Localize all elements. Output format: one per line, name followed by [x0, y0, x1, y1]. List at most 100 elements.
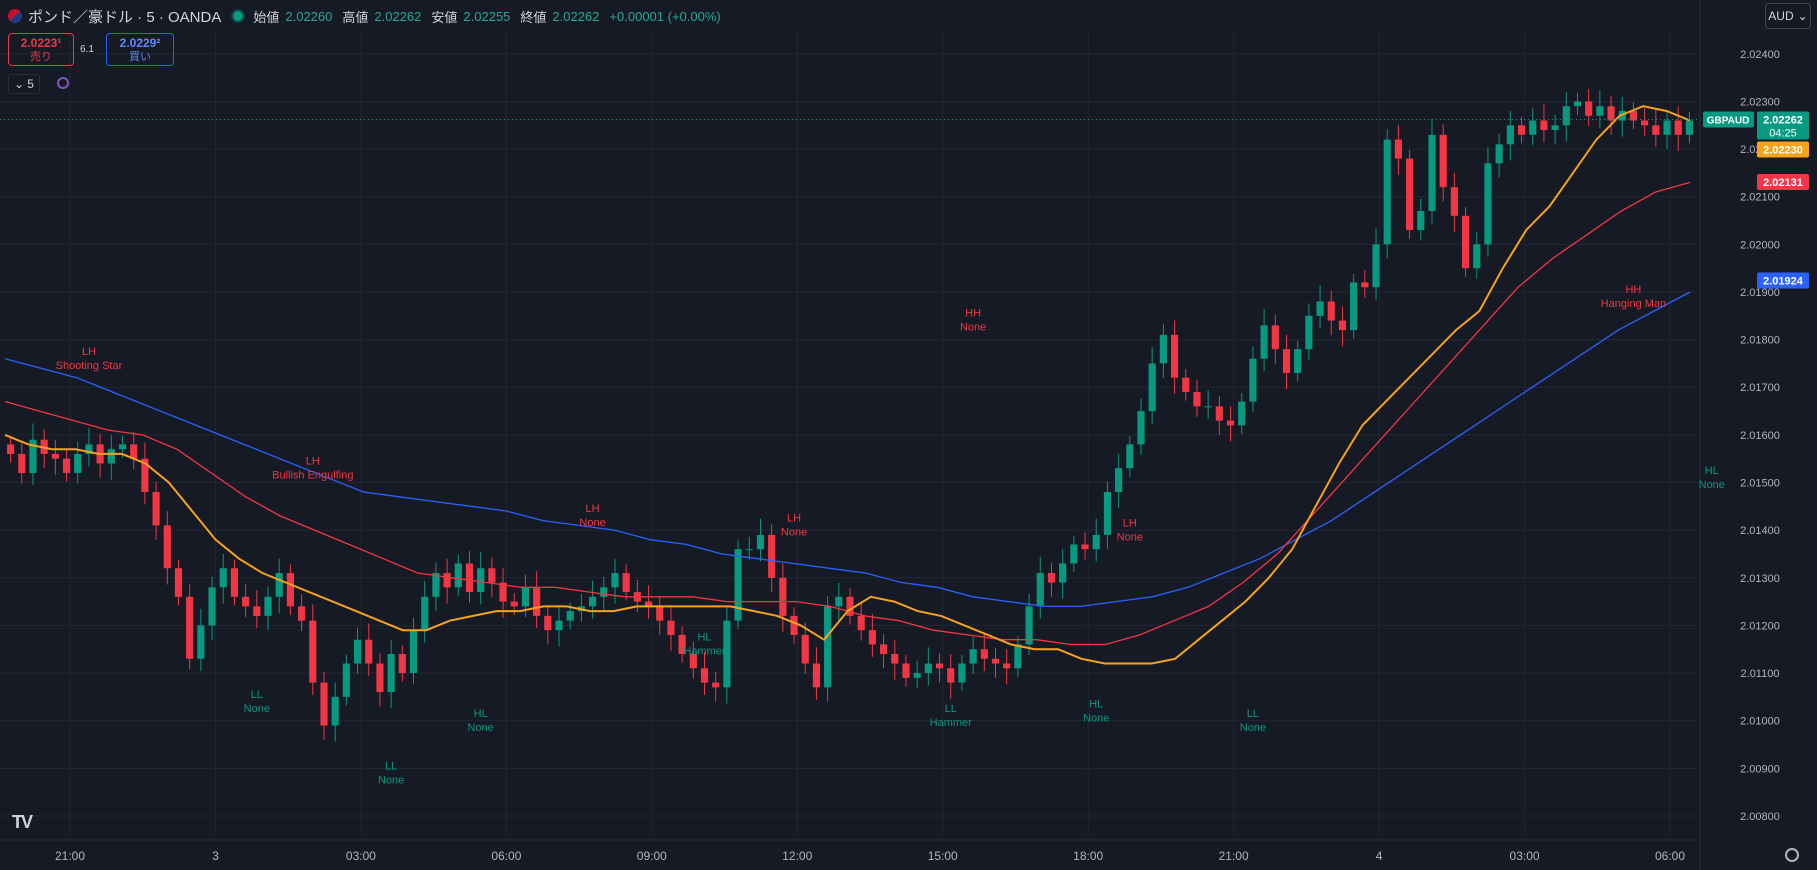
candle-body: [1551, 125, 1559, 131]
candle-body: [700, 668, 709, 683]
x-tick-label: 15:00: [928, 849, 958, 863]
currency-select[interactable]: AUD ⌄: [1765, 3, 1811, 29]
sell-button[interactable]: 2.0223¹ 売り: [8, 33, 74, 66]
candle-body: [891, 653, 899, 664]
candle-body: [275, 573, 283, 597]
pivot-label-pattern: Hanging Man: [1601, 298, 1666, 310]
candle-body: [331, 696, 339, 726]
pivot-label-pattern: None: [468, 722, 494, 734]
price-tag-box: [1757, 272, 1809, 289]
candle-body: [1674, 120, 1682, 135]
candle-body: [935, 663, 944, 669]
interval-toggle[interactable]: ⌄ 5: [8, 74, 40, 94]
candle-body: [1652, 125, 1660, 135]
candle-body: [790, 615, 798, 635]
ema-slow-line: [4, 291, 1691, 608]
candle-body: [186, 596, 194, 659]
candle-body: [1238, 401, 1246, 426]
candle-body: [1473, 244, 1481, 269]
tradingview-logo[interactable]: TV: [12, 812, 33, 832]
candle-body: [1585, 101, 1593, 116]
candle-body: [320, 682, 328, 726]
candle-body: [141, 458, 149, 493]
chevron-down-icon: ⌄: [14, 77, 25, 91]
candle-body: [1148, 363, 1156, 412]
candle-body: [342, 663, 350, 697]
candle-body: [857, 615, 865, 631]
candle-body: [689, 653, 697, 669]
symbol-title[interactable]: ポンド／豪ドル · 5 · OANDA: [28, 8, 222, 26]
candle-body: [544, 615, 552, 631]
interval-value: 5: [27, 77, 34, 91]
y-tick-label: 2.01700: [1740, 382, 1780, 394]
pivot-label-pattern: None: [960, 322, 986, 334]
candle-body: [1573, 101, 1582, 107]
pivot-label-pattern: Bullish Engulfing: [272, 469, 353, 481]
ema-mid-line: [4, 181, 1691, 646]
candle-body: [264, 596, 272, 616]
candle-body: [1562, 106, 1570, 126]
candle-body: [1383, 139, 1391, 245]
candle-body: [589, 596, 597, 607]
candle-body: [454, 563, 462, 588]
candle-body: [130, 444, 138, 459]
candle-body: [980, 649, 988, 659]
candle-body: [1204, 406, 1212, 408]
pivot-label-type: LH: [1123, 517, 1137, 529]
candle-body: [768, 534, 776, 578]
candle-body: [298, 606, 306, 621]
candle-body: [779, 577, 787, 616]
candle-body: [18, 453, 26, 473]
y-tick-label: 2.01900: [1740, 287, 1780, 299]
market-status-icon[interactable]: [233, 11, 244, 21]
change-value: +0.00001 (+0.00%): [609, 8, 721, 24]
candle-body: [1629, 110, 1638, 121]
candle-body: [947, 668, 955, 683]
candle-body: [723, 620, 731, 688]
close-label: 終値: [520, 9, 547, 25]
candle-body: [230, 568, 239, 597]
y-tick-label: 2.01200: [1740, 620, 1780, 632]
candle-body: [1506, 125, 1514, 145]
candle-body: [1249, 358, 1257, 402]
candle-body: [1193, 392, 1201, 407]
indicator-loading-icon[interactable]: [57, 77, 69, 89]
candle-body: [824, 606, 832, 688]
candle-body: [644, 601, 653, 607]
candle-body: [835, 596, 843, 607]
candle-body: [1226, 420, 1235, 426]
symbol-flag-icon: [8, 9, 22, 23]
candle-body: [1215, 406, 1223, 421]
candle-body: [1271, 325, 1279, 350]
y-tick-label: 2.00800: [1740, 811, 1780, 823]
pivot-label-pattern: None: [1083, 712, 1109, 724]
candle-body: [611, 573, 619, 588]
open-label: 始値: [253, 9, 280, 25]
pivot-label-type: HL: [474, 708, 488, 720]
candle-body: [1070, 544, 1078, 564]
buy-button[interactable]: 2.0229² 買い: [106, 33, 174, 66]
pivot-label-type: LH: [306, 455, 320, 467]
candle-body: [1282, 349, 1291, 373]
candle-body: [712, 682, 720, 688]
gear-icon[interactable]: [1785, 848, 1799, 862]
sell-price: 2.0223¹: [20, 36, 62, 50]
price-tag-value: 2.01924: [1763, 276, 1804, 288]
candle-body: [846, 596, 854, 616]
candle-body: [555, 620, 563, 631]
symbol-tag-box: [1703, 111, 1754, 128]
candle-body: [432, 573, 440, 597]
candle-body: [286, 573, 294, 607]
candle-body: [1182, 377, 1190, 393]
candle-body: [197, 625, 205, 659]
candle-body: [600, 587, 608, 597]
buy-label: 買い: [129, 51, 151, 63]
x-tick-label: 03:00: [346, 849, 376, 863]
x-tick-label: 4: [1376, 849, 1383, 863]
candle-body: [1260, 325, 1268, 359]
y-tick-label: 2.02100: [1740, 192, 1780, 204]
pivot-label-pattern: None: [1240, 722, 1266, 734]
pivot-label-pattern: None: [579, 517, 605, 529]
candle-body: [678, 634, 686, 654]
